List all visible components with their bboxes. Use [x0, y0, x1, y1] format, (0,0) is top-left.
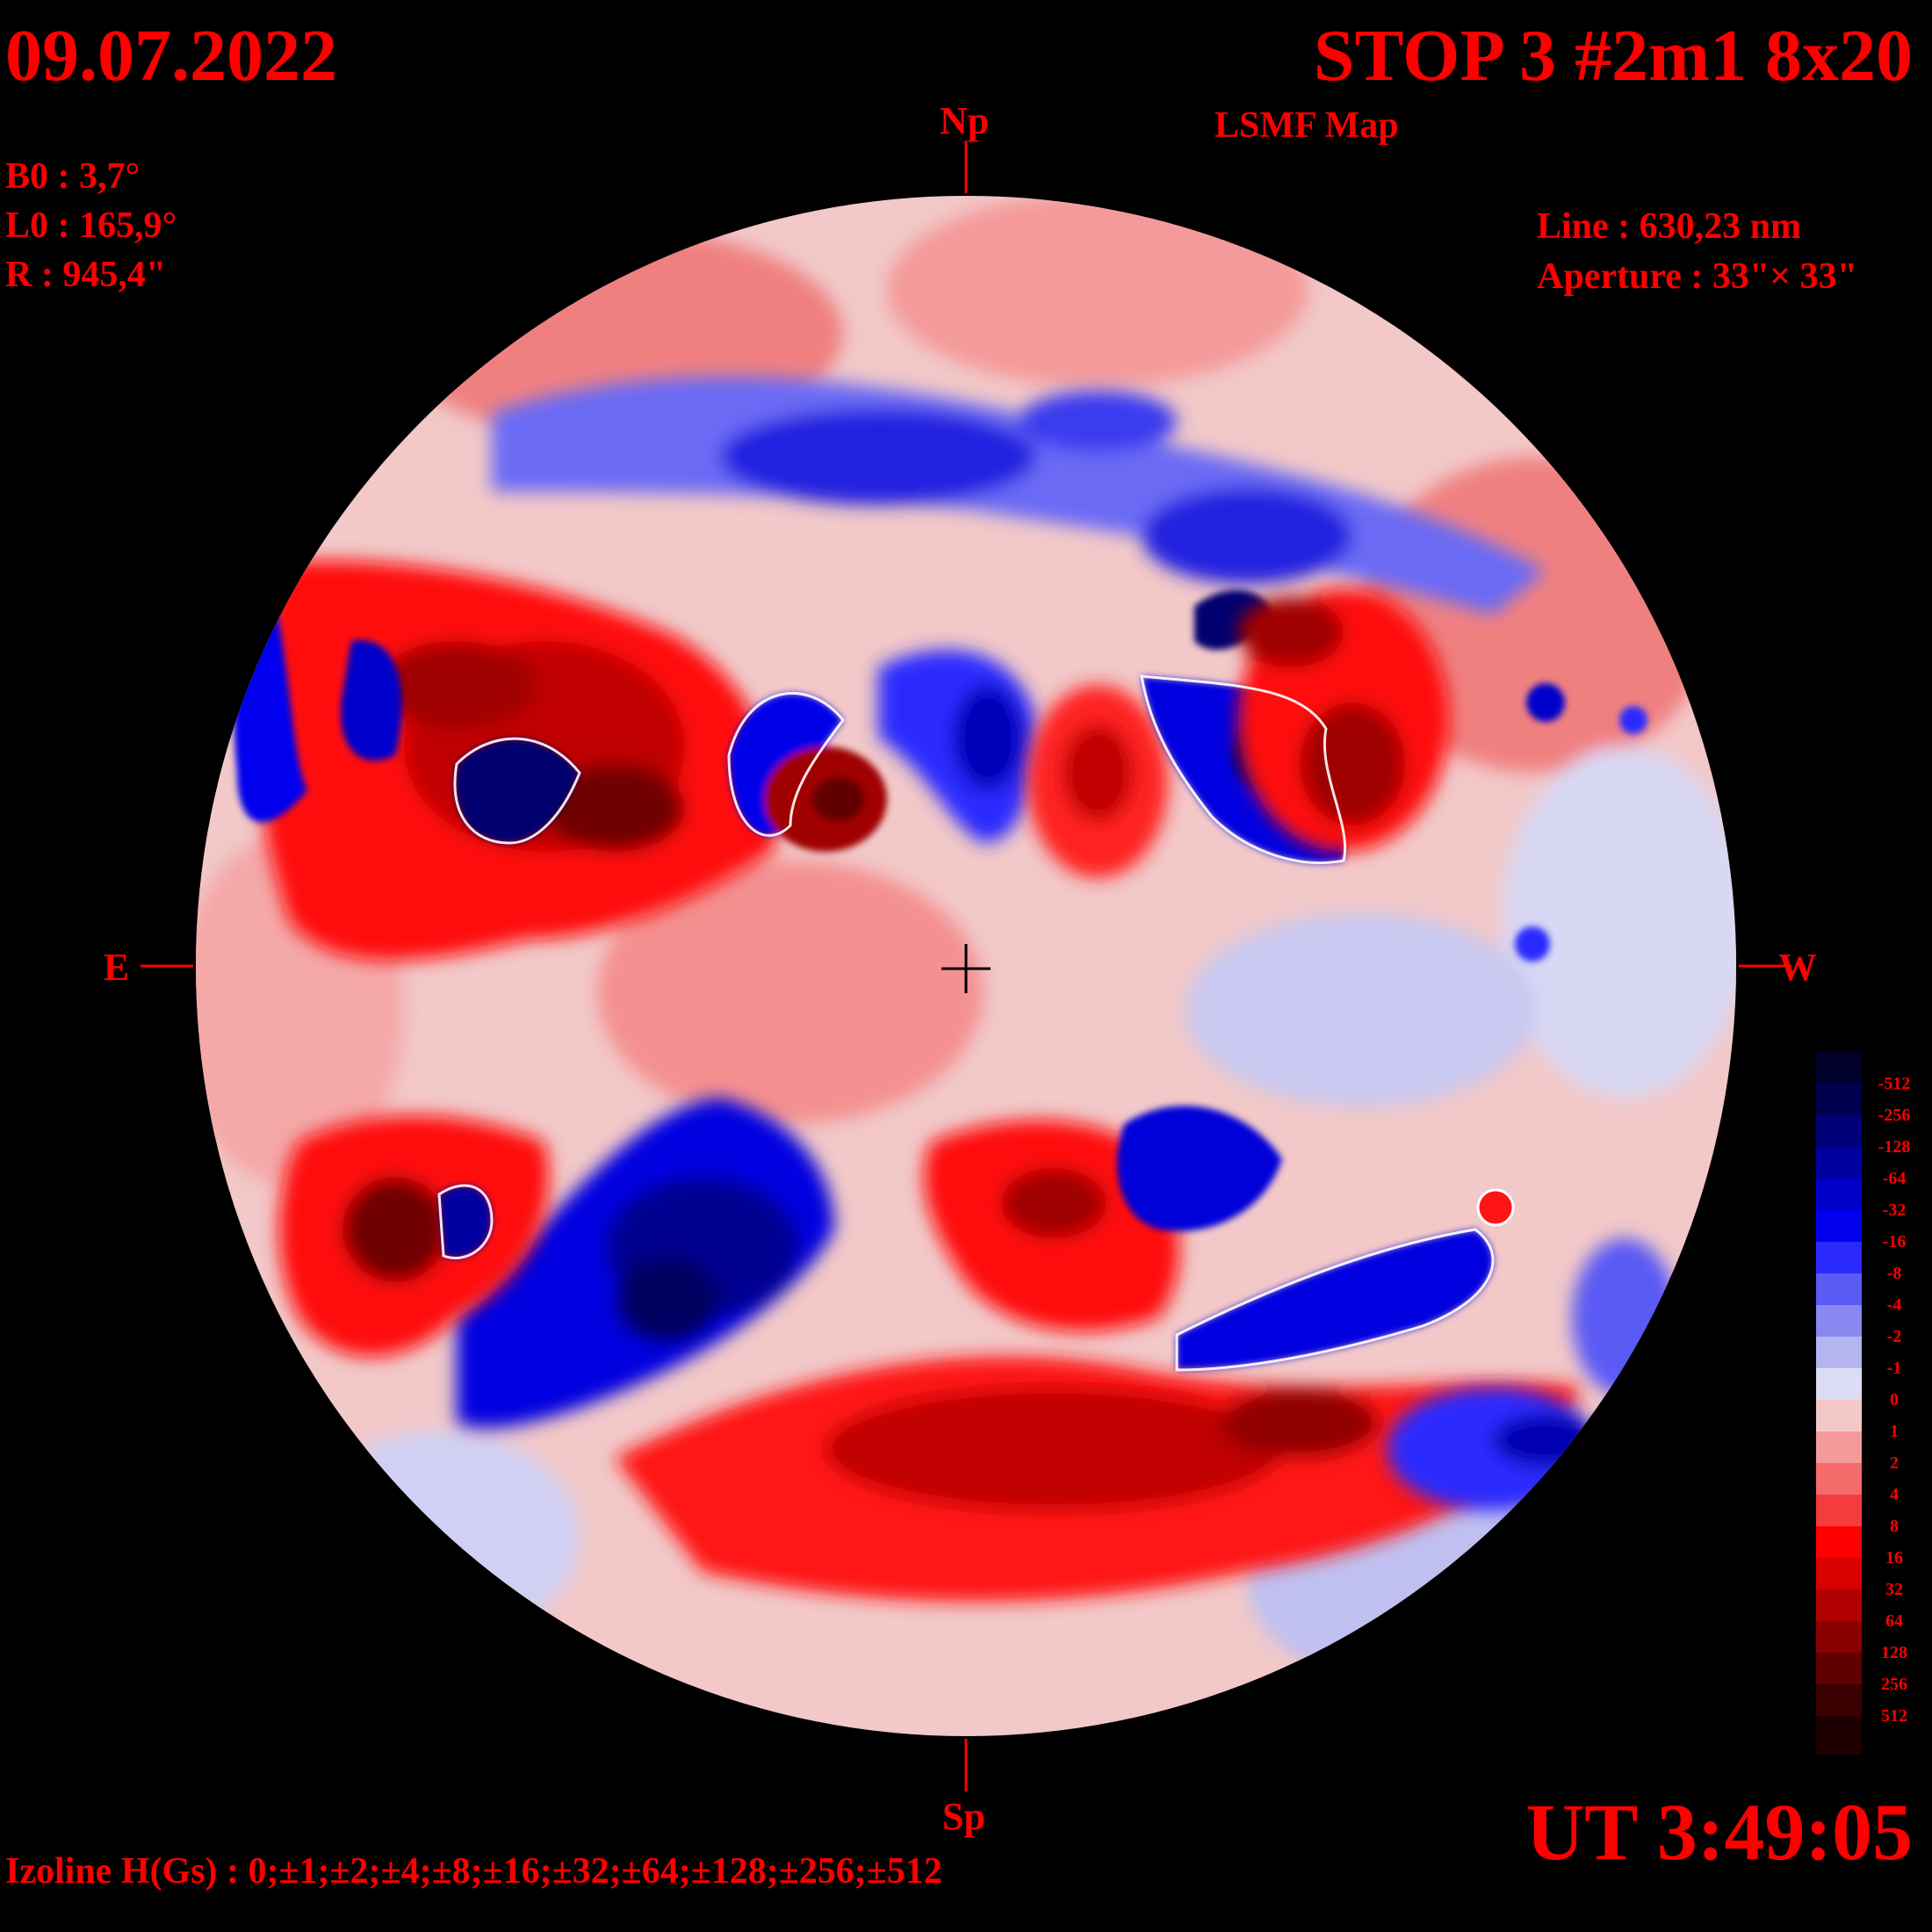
disk-field-pattern: [196, 196, 1736, 1736]
legend-swatch: [1816, 1052, 1862, 1084]
legend-label: 1: [1890, 1422, 1899, 1441]
legend-swatch: [1816, 1337, 1862, 1368]
legend-swatch: [1816, 1179, 1862, 1210]
legend-label: 512: [1881, 1706, 1907, 1726]
radius-value: R : 945,4": [5, 255, 167, 295]
legend-swatch: [1816, 1147, 1862, 1179]
legend-swatch: [1816, 1305, 1862, 1337]
legend-swatch: [1816, 1431, 1862, 1463]
legend-swatch: [1816, 1716, 1862, 1755]
legend-label: -16: [1882, 1232, 1907, 1251]
color-scale-legend: -512 -256 -128 -64 -32 -16 -8 -4 -2 -1 0 1 2 4 8 16 32 64…: [1816, 1052, 1921, 1755]
north-pole-label: Np: [940, 99, 990, 142]
legend-swatch: [1816, 1621, 1862, 1653]
legend-swatch: [1816, 1242, 1862, 1273]
legend-swatch: [1816, 1084, 1862, 1115]
legend-label: -4: [1886, 1295, 1902, 1315]
legend-label: 256: [1881, 1675, 1907, 1694]
map-subtitle: LSMF Map: [1215, 105, 1399, 146]
legend-label: -32: [1882, 1200, 1907, 1220]
legend-swatch: [1816, 1400, 1862, 1431]
legend-label: 128: [1881, 1643, 1907, 1662]
legend-label: -256: [1878, 1106, 1911, 1125]
legend-label: 32: [1885, 1580, 1903, 1599]
legend-swatch: [1816, 1368, 1862, 1400]
map-title: STOP 3 #2m1 8x20: [1313, 15, 1913, 97]
legend-swatch: [1816, 1653, 1862, 1684]
izoline-levels: Izoline H(Gs) : 0;±1;±2;±4;±8;±16;±32;±6…: [5, 1851, 942, 1892]
west-label: W: [1778, 946, 1817, 989]
center-crosshair: [941, 944, 991, 993]
b0-value: B0 : 3,7°: [5, 156, 141, 197]
east-label: E: [104, 946, 130, 989]
ut-time: UT 3:49:05: [1525, 1787, 1913, 1877]
legend-label: 2: [1890, 1453, 1899, 1473]
legend-swatch: [1816, 1495, 1862, 1526]
legend-label: -1: [1886, 1359, 1902, 1378]
legend-label: -8: [1886, 1264, 1902, 1283]
legend-swatch: [1816, 1273, 1862, 1305]
south-pole-label: Sp: [942, 1795, 985, 1838]
legend-label: 64: [1885, 1611, 1903, 1631]
legend-swatch: [1816, 1590, 1862, 1621]
legend-label: -2: [1886, 1327, 1902, 1346]
legend-label: 8: [1890, 1517, 1899, 1536]
legend-swatch: [1816, 1526, 1862, 1558]
legend-label: 16: [1885, 1548, 1903, 1568]
aperture-size: Aperture : 33"× 33": [1537, 256, 1857, 297]
legend-swatch: [1816, 1558, 1862, 1590]
l0-value: L0 : 165,9°: [5, 205, 177, 246]
legend-swatch: [1816, 1210, 1862, 1242]
legend-swatch: [1816, 1684, 1862, 1716]
observation-date: 09.07.2022: [5, 15, 337, 97]
axis-ticks: [141, 141, 1791, 1791]
legend-label: -64: [1882, 1169, 1907, 1188]
legend-swatch: [1816, 1463, 1862, 1495]
legend-label: -128: [1878, 1137, 1911, 1157]
legend-label: -512: [1878, 1074, 1911, 1093]
legend-swatch: [1816, 1115, 1862, 1147]
legend-label: 0: [1890, 1390, 1899, 1409]
legend-label: 4: [1890, 1485, 1899, 1504]
spectral-line: Line : 630,23 nm: [1537, 206, 1802, 247]
